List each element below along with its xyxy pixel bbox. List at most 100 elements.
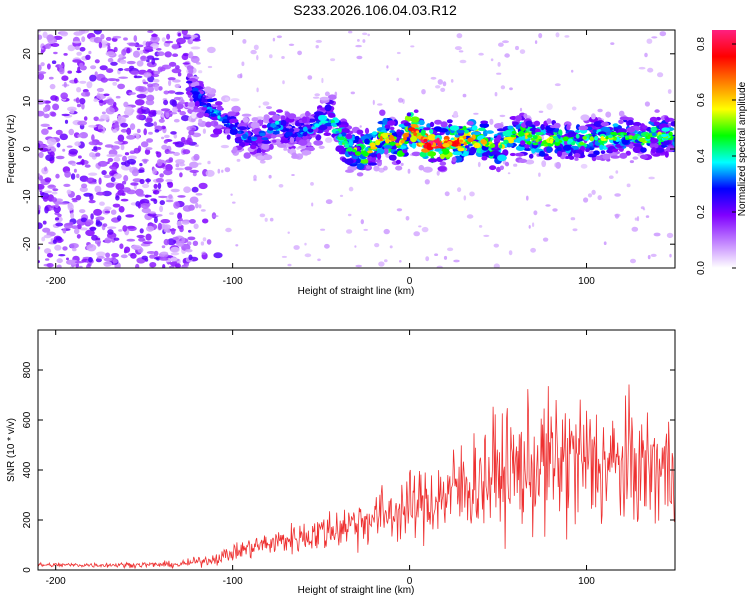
noise-blob <box>67 203 74 211</box>
noise-blob <box>133 50 140 58</box>
noise-blob <box>76 173 80 179</box>
noise-blob <box>119 59 127 65</box>
noise-blob <box>40 62 45 67</box>
ridge-blob <box>198 118 203 124</box>
ridge-blob <box>418 164 425 171</box>
background-blob <box>555 32 560 38</box>
noise-blob <box>95 216 105 221</box>
background-blob <box>473 112 479 115</box>
background-blob <box>276 35 282 39</box>
ridge-blob <box>534 131 544 136</box>
noise-blob <box>140 141 149 148</box>
background-blob <box>269 54 273 59</box>
ridge-blob <box>289 136 295 144</box>
background-blob <box>310 182 314 186</box>
background-blob <box>272 37 276 42</box>
background-blob <box>653 232 661 237</box>
noise-blob <box>159 200 165 206</box>
noise-blob <box>168 79 172 87</box>
background-blob <box>330 58 336 62</box>
noise-blob <box>99 65 108 71</box>
noise-blob <box>105 107 115 115</box>
ridge-blob <box>323 132 332 136</box>
noise-blob <box>113 237 120 241</box>
noise-blob <box>46 253 54 258</box>
background-blob <box>195 193 203 196</box>
noise-blob <box>165 112 170 118</box>
noise-blob <box>78 155 82 159</box>
noise-blob <box>153 216 158 224</box>
background-blob <box>253 174 257 181</box>
noise-blob <box>111 124 120 129</box>
background-blob <box>235 244 239 247</box>
noise-blob <box>173 201 180 209</box>
background-blob <box>377 103 383 106</box>
noise-blob <box>50 112 57 117</box>
ridge-blob <box>371 155 377 163</box>
noise-blob <box>171 43 179 50</box>
ridge-blob <box>429 121 435 128</box>
ridge-blob <box>513 163 518 167</box>
noise-blob <box>44 190 53 194</box>
snr-series-line <box>38 384 675 570</box>
background-blob <box>515 45 519 51</box>
noise-blob <box>122 225 128 232</box>
ridge-blob <box>364 138 370 145</box>
background-blob <box>571 106 577 111</box>
noise-blob <box>89 74 97 82</box>
noise-blob <box>165 179 173 183</box>
noise-blob <box>63 81 67 88</box>
ridge-blob <box>427 151 437 157</box>
ridge-blob <box>375 139 381 146</box>
noise-blob <box>113 173 122 179</box>
ridge-blob <box>261 140 271 144</box>
noise-blob <box>125 214 135 218</box>
ridge-core <box>668 131 673 137</box>
noise-blob <box>41 128 49 135</box>
ridge-core <box>311 126 317 130</box>
noise-blob <box>159 205 164 213</box>
noise-blob <box>79 47 86 52</box>
noise-blob <box>189 196 199 204</box>
ridge-blob <box>196 112 204 118</box>
background-blob <box>570 217 576 221</box>
snr-x-tick-label: -100 <box>223 576 243 587</box>
background-blob <box>282 80 285 85</box>
noise-blob <box>169 257 178 262</box>
noise-blob <box>174 91 185 95</box>
noise-blob <box>54 203 59 208</box>
noise-blob <box>188 129 195 136</box>
noise-blob <box>101 111 106 115</box>
noise-blob <box>115 95 121 99</box>
background-blob <box>359 125 362 128</box>
ridge-blob <box>203 113 210 117</box>
ridge-blob <box>371 153 376 158</box>
noise-blob <box>38 183 45 190</box>
noise-blob <box>69 108 75 114</box>
noise-blob <box>70 212 75 219</box>
ridge-blob <box>518 130 525 137</box>
noise-blob <box>180 136 186 143</box>
background-blob <box>597 195 602 201</box>
ridge-blob <box>215 101 223 106</box>
background-blob <box>287 231 290 234</box>
background-blob <box>434 253 439 256</box>
noise-blob <box>126 134 136 140</box>
noise-blob <box>55 155 65 160</box>
noise-blob <box>47 126 53 130</box>
noise-blob <box>136 234 145 239</box>
ridge-blob <box>396 131 404 136</box>
noise-blob <box>153 121 157 127</box>
noise-blob <box>104 210 111 214</box>
background-blob <box>291 174 295 176</box>
background-blob <box>357 39 360 42</box>
background-blob <box>444 191 450 197</box>
ridge-core <box>631 136 638 139</box>
noise-blob <box>61 113 70 117</box>
noise-blob <box>88 124 97 128</box>
background-blob <box>615 170 619 174</box>
noise-blob <box>42 220 47 225</box>
ridge-blob <box>573 153 581 158</box>
background-blob <box>614 193 621 197</box>
